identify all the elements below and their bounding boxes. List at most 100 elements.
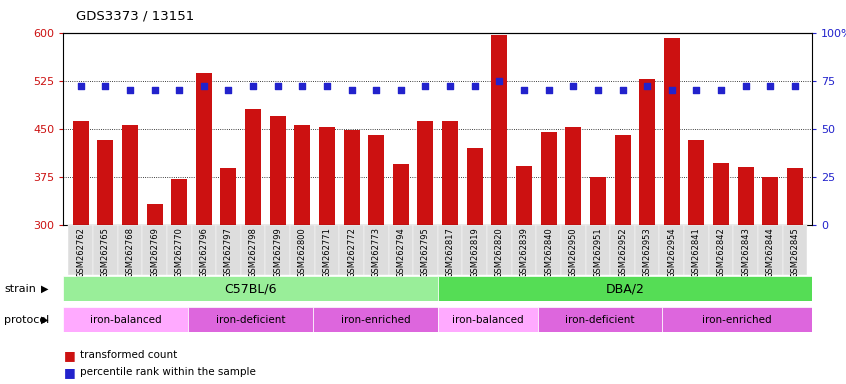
Bar: [660, 225, 684, 275]
Text: GSM262794: GSM262794: [397, 227, 405, 278]
Text: C57BL/6: C57BL/6: [224, 283, 277, 295]
Bar: [442, 121, 459, 225]
Text: GSM262820: GSM262820: [495, 227, 504, 278]
Bar: [689, 140, 705, 225]
Bar: [146, 204, 162, 225]
Bar: [561, 225, 585, 275]
Bar: [69, 225, 93, 275]
Bar: [536, 225, 561, 275]
Bar: [313, 307, 437, 332]
Point: [739, 83, 752, 89]
Bar: [73, 121, 89, 225]
Bar: [266, 225, 290, 275]
Bar: [417, 121, 433, 225]
Point: [370, 87, 383, 93]
Text: ▶: ▶: [41, 315, 48, 325]
Bar: [487, 225, 512, 275]
Bar: [118, 225, 142, 275]
Bar: [368, 135, 384, 225]
Bar: [195, 73, 212, 225]
Bar: [437, 307, 538, 332]
Text: iron-balanced: iron-balanced: [452, 314, 524, 325]
Bar: [758, 225, 783, 275]
Bar: [343, 130, 360, 225]
Bar: [610, 225, 634, 275]
Bar: [437, 276, 812, 301]
Text: transformed count: transformed count: [80, 350, 178, 360]
Text: GSM262842: GSM262842: [717, 227, 726, 278]
Text: iron-enriched: iron-enriched: [341, 314, 410, 325]
Bar: [639, 79, 655, 225]
Bar: [585, 225, 610, 275]
Bar: [463, 225, 487, 275]
Text: GSM262769: GSM262769: [150, 227, 159, 278]
Bar: [467, 148, 483, 225]
Bar: [63, 276, 437, 301]
Text: GSM262796: GSM262796: [200, 227, 208, 278]
Bar: [388, 225, 413, 275]
Bar: [492, 35, 508, 225]
Text: percentile rank within the sample: percentile rank within the sample: [80, 367, 256, 377]
Text: GSM262954: GSM262954: [667, 227, 676, 278]
Bar: [221, 168, 237, 225]
Point: [222, 87, 235, 93]
Point: [74, 83, 87, 89]
Point: [394, 87, 408, 93]
Point: [492, 78, 506, 84]
Point: [295, 83, 309, 89]
Bar: [538, 307, 662, 332]
Point: [764, 83, 777, 89]
Bar: [188, 307, 313, 332]
Point: [124, 87, 137, 93]
Bar: [512, 225, 536, 275]
Text: GSM262797: GSM262797: [224, 227, 233, 278]
Point: [616, 87, 629, 93]
Text: GSM262839: GSM262839: [519, 227, 529, 278]
Point: [689, 87, 703, 93]
Bar: [191, 225, 216, 275]
Point: [714, 87, 728, 93]
Text: GSM262843: GSM262843: [741, 227, 750, 278]
Text: GSM262950: GSM262950: [569, 227, 578, 278]
Text: GSM262798: GSM262798: [249, 227, 257, 278]
Bar: [171, 179, 187, 225]
Point: [468, 83, 481, 89]
Bar: [290, 225, 315, 275]
Bar: [216, 225, 241, 275]
Bar: [787, 168, 803, 225]
Bar: [662, 307, 812, 332]
Bar: [709, 225, 733, 275]
Text: ■: ■: [63, 366, 75, 379]
Bar: [97, 140, 113, 225]
Point: [591, 87, 605, 93]
Text: ▶: ▶: [41, 284, 48, 294]
Point: [246, 83, 260, 89]
Point: [320, 83, 333, 89]
Text: GDS3373 / 13151: GDS3373 / 13151: [76, 10, 195, 23]
Text: iron-deficient: iron-deficient: [216, 314, 285, 325]
Bar: [393, 164, 409, 225]
Text: GSM262845: GSM262845: [790, 227, 799, 278]
Bar: [142, 225, 167, 275]
Point: [443, 83, 457, 89]
Point: [567, 83, 580, 89]
Text: protocol: protocol: [4, 315, 49, 325]
Bar: [63, 307, 188, 332]
Bar: [438, 225, 463, 275]
Bar: [541, 132, 557, 225]
Bar: [590, 177, 606, 225]
Text: GSM262800: GSM262800: [298, 227, 307, 278]
Text: GSM262772: GSM262772: [347, 227, 356, 278]
Text: GSM262768: GSM262768: [125, 227, 135, 278]
Text: GSM262819: GSM262819: [470, 227, 479, 278]
Text: GSM262844: GSM262844: [766, 227, 775, 278]
Text: GSM262953: GSM262953: [643, 227, 651, 278]
Bar: [762, 177, 778, 225]
Bar: [294, 126, 310, 225]
Bar: [738, 167, 754, 225]
Text: GSM262841: GSM262841: [692, 227, 700, 278]
Bar: [319, 127, 335, 225]
Text: iron-enriched: iron-enriched: [702, 314, 772, 325]
Text: GSM262773: GSM262773: [371, 227, 381, 278]
Point: [517, 87, 530, 93]
